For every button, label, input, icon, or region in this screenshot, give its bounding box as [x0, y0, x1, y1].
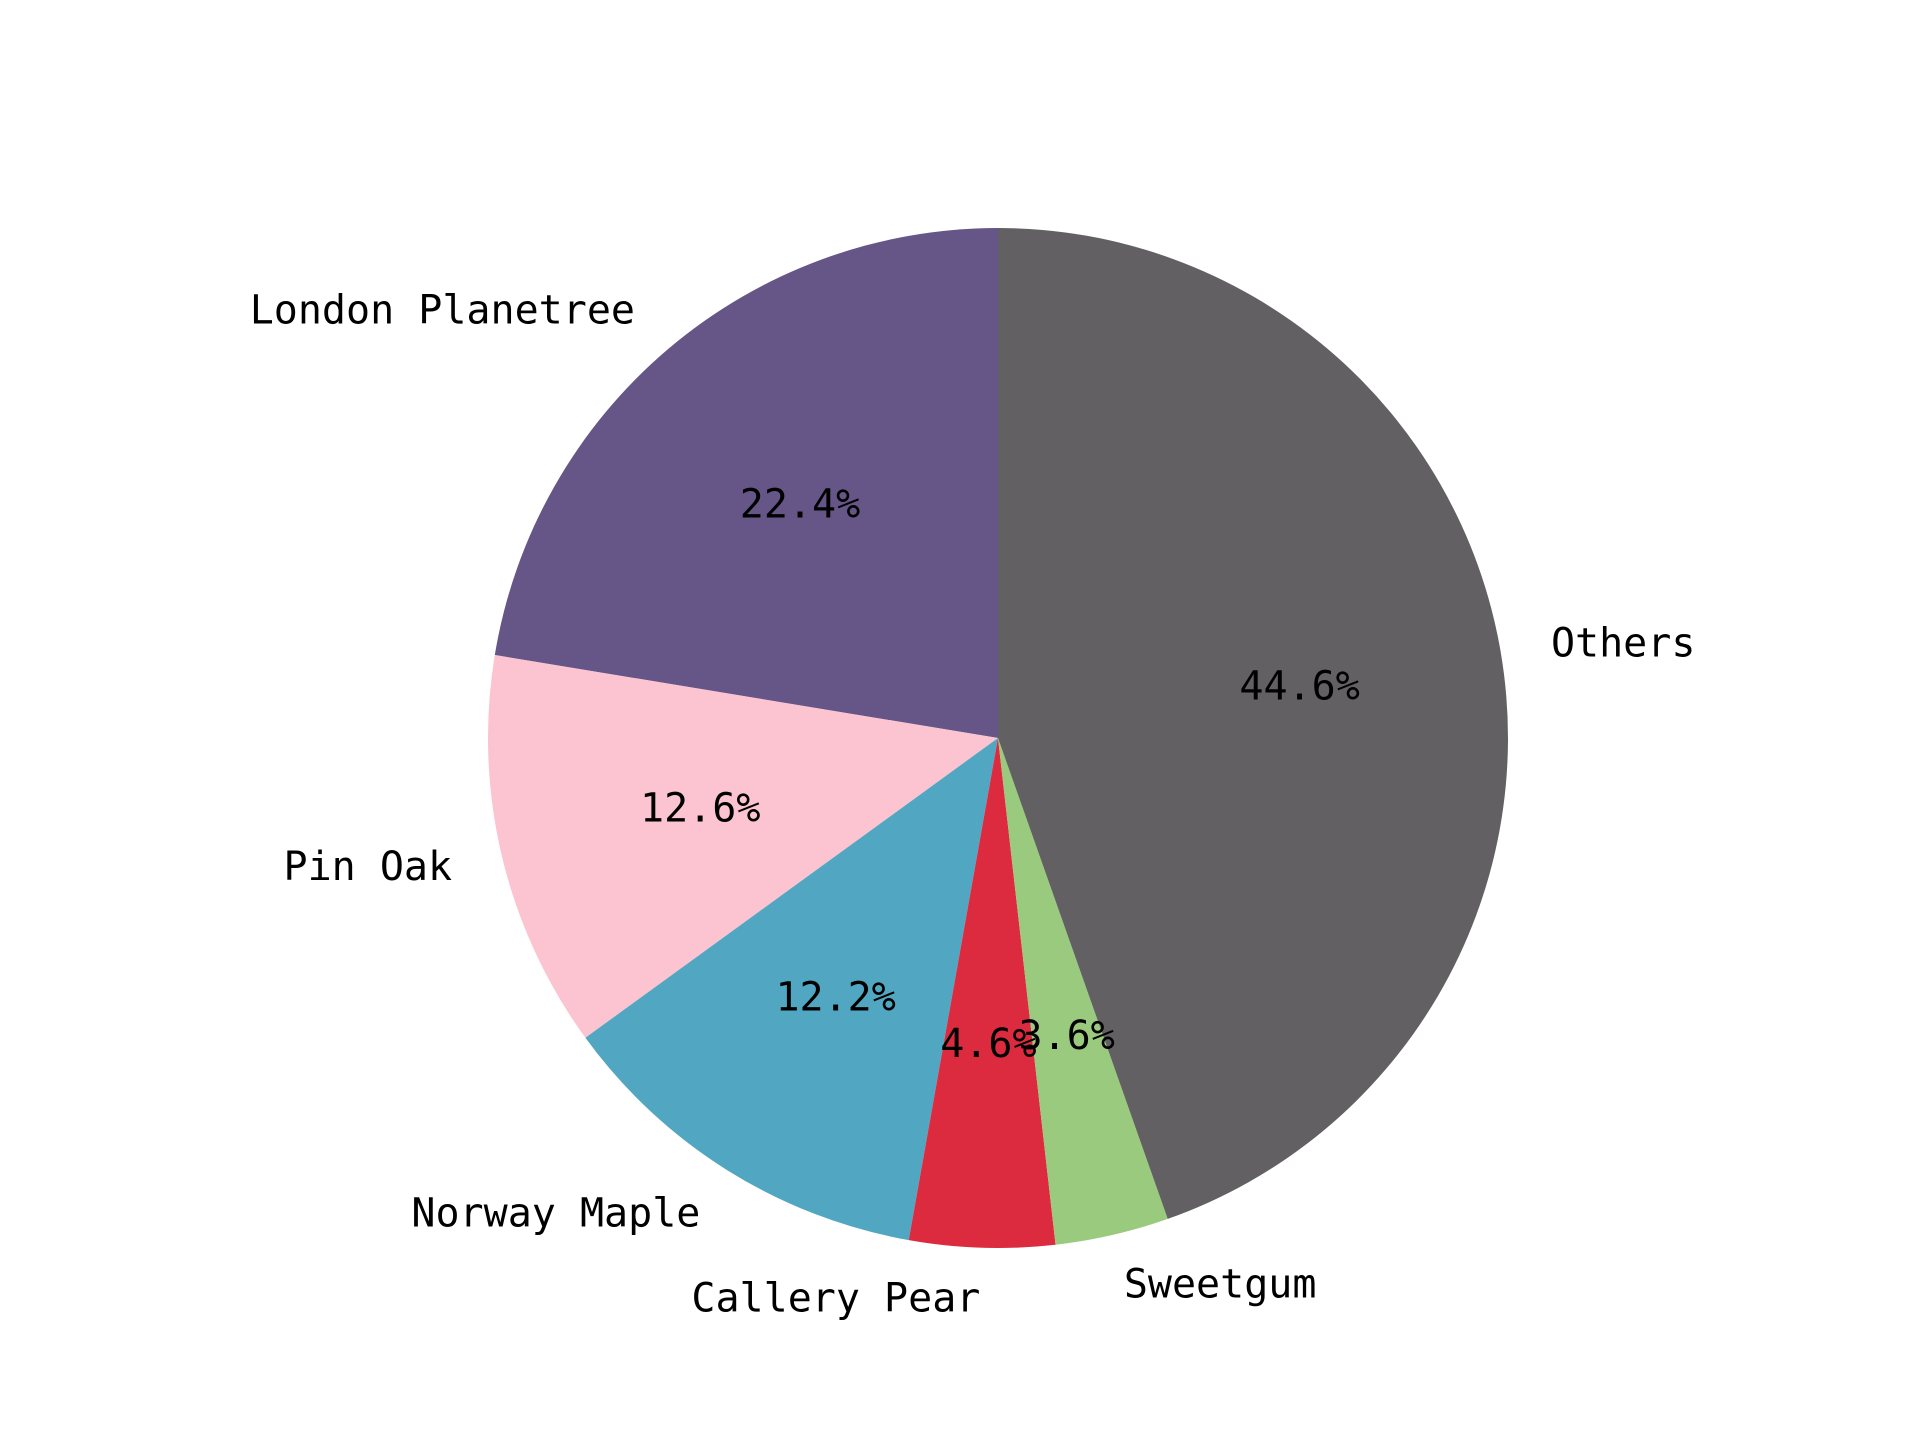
label-callery-pear: Callery Pear: [691, 1276, 980, 1322]
label-sweetgum: Sweetgum: [1124, 1262, 1317, 1308]
label-norway-maple: Norway Maple: [411, 1191, 700, 1237]
slice-pin-oak: [487, 655, 998, 1038]
slice-callery-pear: [908, 738, 1056, 1249]
pct-label-others: 44.6%: [1239, 663, 1359, 709]
pct-label-callery-pear: 4.6%: [940, 1021, 1036, 1067]
label-others: Others: [1551, 620, 1696, 666]
label-pin-oak: Pin Oak: [284, 844, 453, 890]
slice-sweetgum: [998, 738, 1168, 1245]
slice-others: [998, 228, 1509, 1219]
slice-norway-maple: [585, 738, 998, 1241]
pie-slices: [487, 228, 1509, 1249]
label-london-planetree: London Planetree: [250, 287, 635, 333]
pct-label-sweetgum: 3.6%: [1018, 1013, 1114, 1059]
pct-label-norway-maple: 12.2%: [775, 974, 895, 1020]
pct-label-london-planetree: 22.4%: [740, 482, 860, 528]
slice-london-planetree: [494, 228, 998, 738]
pct-label-pin-oak: 12.6%: [640, 785, 760, 831]
pie-labels: London Planetree 22.4% Pin Oak 12.6% Norway …: [250, 287, 1696, 1321]
